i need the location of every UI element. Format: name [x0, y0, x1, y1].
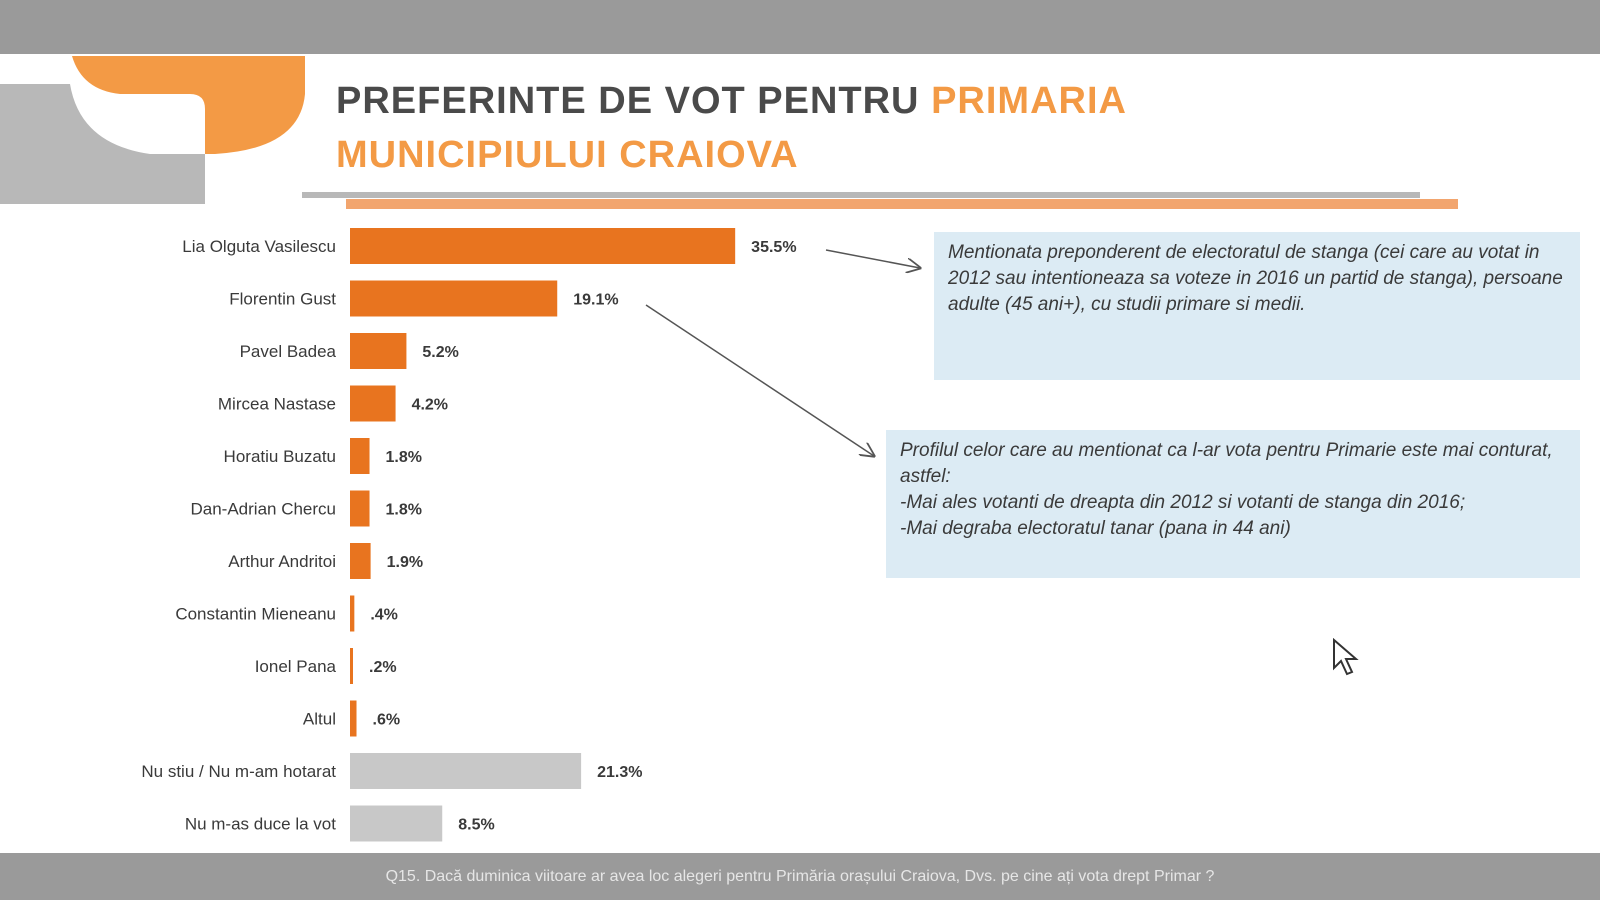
bar — [350, 700, 357, 737]
arrow-to-note-1 — [825, 249, 920, 268]
bottom-band: Q15. Dacă duminica viitoare ar avea loc … — [0, 853, 1600, 900]
category-label: Arthur Andritoi — [228, 552, 336, 571]
title-rule-grey — [302, 192, 1420, 198]
bar — [350, 648, 353, 684]
value-label: 1.9% — [387, 554, 423, 571]
note-2-line-2: -Mai ales votanti de dreapta din 2012 si… — [900, 492, 1466, 513]
value-label: .2% — [369, 659, 397, 676]
bar — [350, 438, 370, 474]
value-label: 1.8% — [386, 502, 422, 519]
value-label: 4.2% — [412, 397, 448, 414]
bar — [350, 543, 371, 579]
value-label: 1.8% — [386, 449, 422, 466]
callout-note-2: Profilul celor care au mentionat ca l-ar… — [886, 430, 1580, 578]
category-label: Florentin Gust — [229, 290, 336, 309]
title-part-2: PRIMARIA — [931, 80, 1127, 122]
logo-graphic — [0, 56, 305, 204]
bar — [350, 280, 558, 317]
callout-note-1: Mentionata preponderent de electoratul d… — [934, 232, 1580, 380]
note-2-line-1: Profilul celor care au mentionat ca l-ar… — [900, 440, 1553, 487]
title-line-2: MUNICIPIULUI CRAIOVA — [336, 134, 799, 176]
bar — [350, 385, 396, 422]
value-label: 19.1% — [573, 292, 618, 309]
page-title: PREFERINTE DE VOT PENTRU PRIMARIA MUNICI… — [336, 74, 1536, 182]
category-label: Mircea Nastase — [218, 395, 336, 414]
bar — [350, 753, 582, 789]
top-band — [0, 0, 1600, 54]
category-label: Constantin Mieneanu — [175, 605, 336, 624]
arrow-to-note-2 — [645, 304, 874, 456]
bar — [350, 333, 407, 369]
title-part-1: PREFERINTE DE VOT PENTRU — [336, 80, 932, 122]
bar — [350, 228, 736, 264]
bar-chart: Lia Olguta Vasilescu 35.5% Florentin Gust 1… — [141, 228, 797, 842]
bar — [350, 805, 443, 842]
value-label: 35.5% — [751, 239, 796, 256]
question-footnote: Q15. Dacă duminica viitoare ar avea loc … — [385, 867, 1215, 885]
value-label: 5.2% — [422, 344, 458, 361]
note-2-line-3: -Mai degraba electoratul tanar (pana in … — [900, 518, 1291, 539]
title-rule-orange — [346, 199, 1458, 209]
mouse-pointer-icon — [1333, 638, 1359, 676]
category-label: Ionel Pana — [255, 657, 337, 676]
category-label: Nu stiu / Nu m-am hotarat — [141, 762, 336, 781]
category-label: Altul — [303, 710, 336, 729]
category-label: Pavel Badea — [240, 342, 337, 361]
value-label: .4% — [370, 607, 398, 624]
category-label: Horatiu Buzatu — [224, 447, 336, 466]
value-label: 8.5% — [458, 817, 494, 834]
value-label: 21.3% — [597, 764, 642, 781]
bar — [350, 595, 355, 632]
value-label: .6% — [373, 712, 401, 729]
bar — [350, 490, 370, 527]
category-label: Nu m-as duce la vot — [185, 815, 336, 834]
category-label: Lia Olguta Vasilescu — [182, 237, 336, 256]
category-label: Dan-Adrian Chercu — [190, 500, 336, 519]
